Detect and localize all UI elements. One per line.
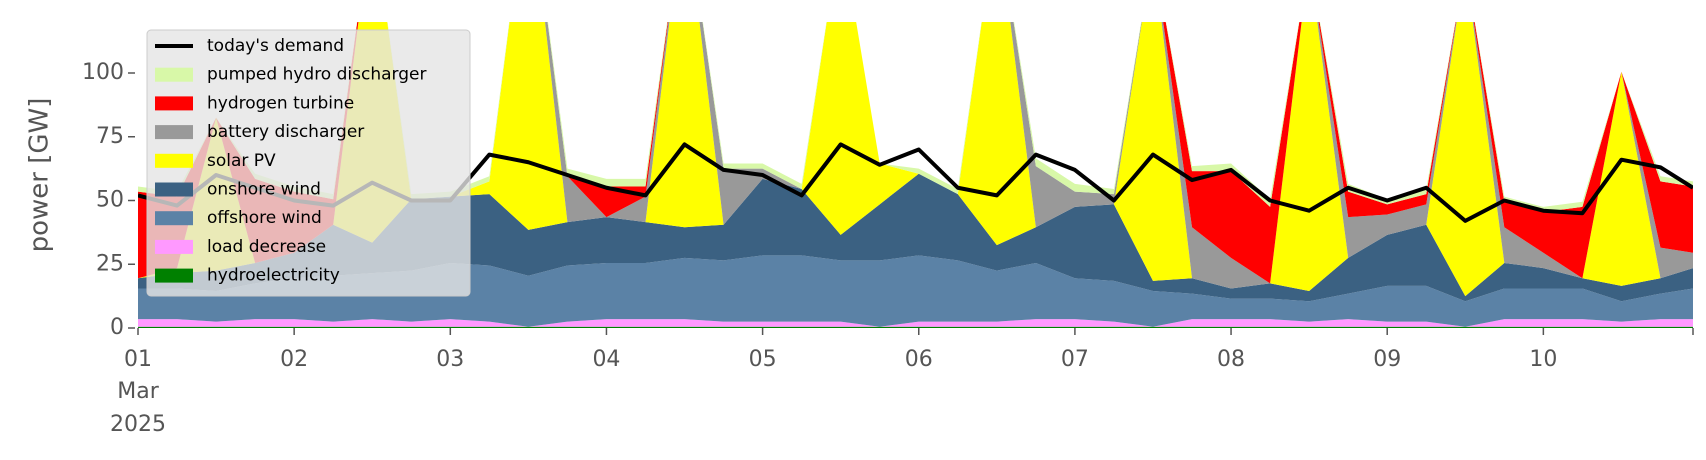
legend-label: hydroelectricity xyxy=(207,266,340,286)
x-tick-label: 02 xyxy=(280,347,308,372)
legend-label: hydrogen turbine xyxy=(207,93,354,113)
legend-swatch xyxy=(155,153,193,168)
x-tick-label: 09 xyxy=(1373,347,1401,372)
area xyxy=(138,319,1693,327)
y-tick-label: 100 xyxy=(82,60,124,85)
legend-label: battery discharger xyxy=(207,122,364,142)
area xyxy=(138,173,1693,302)
legend-swatch xyxy=(155,67,193,82)
legend-label: load decrease xyxy=(207,237,326,257)
legend: today's demand pumped hydro discharger hyd… xyxy=(146,29,471,297)
x-tick-label: 01 xyxy=(124,347,152,372)
x-tick-year: 2025 xyxy=(110,412,166,437)
legend-label: pumped hydro discharger xyxy=(207,65,426,85)
x-tick-label: 03 xyxy=(436,347,464,372)
legend-swatch xyxy=(155,239,193,254)
legend-label: onshore wind xyxy=(207,180,321,200)
y-tick-label: 25 xyxy=(96,251,124,276)
x-tick-label: 04 xyxy=(592,347,620,372)
x-tick-label: 08 xyxy=(1217,347,1245,372)
area xyxy=(138,326,1693,328)
y-tick-label: 0 xyxy=(110,315,124,340)
y-tick-label: 50 xyxy=(96,188,124,213)
legend-label: today's demand xyxy=(207,36,344,56)
y-axis-label: power [GW] xyxy=(25,98,55,253)
legend-swatch xyxy=(155,211,193,226)
area xyxy=(138,255,1693,327)
legend-label: solar PV xyxy=(207,151,276,171)
x-tick-label: 10 xyxy=(1529,347,1557,372)
x-tick-label: 05 xyxy=(749,347,777,372)
legend-swatch xyxy=(155,268,193,283)
legend-swatch xyxy=(155,96,193,111)
area xyxy=(138,22,1693,289)
y-tick-label: 75 xyxy=(96,124,124,149)
legend-swatch xyxy=(155,125,193,140)
plot-area xyxy=(138,22,1693,328)
x-tick-month: Mar xyxy=(117,379,159,404)
x-tick-label: 07 xyxy=(1061,347,1089,372)
legend-box xyxy=(146,29,471,297)
legend-label: offshore wind xyxy=(207,208,322,228)
legend-swatch xyxy=(155,182,193,197)
area xyxy=(138,22,1693,297)
x-tick-label: 06 xyxy=(905,347,933,372)
